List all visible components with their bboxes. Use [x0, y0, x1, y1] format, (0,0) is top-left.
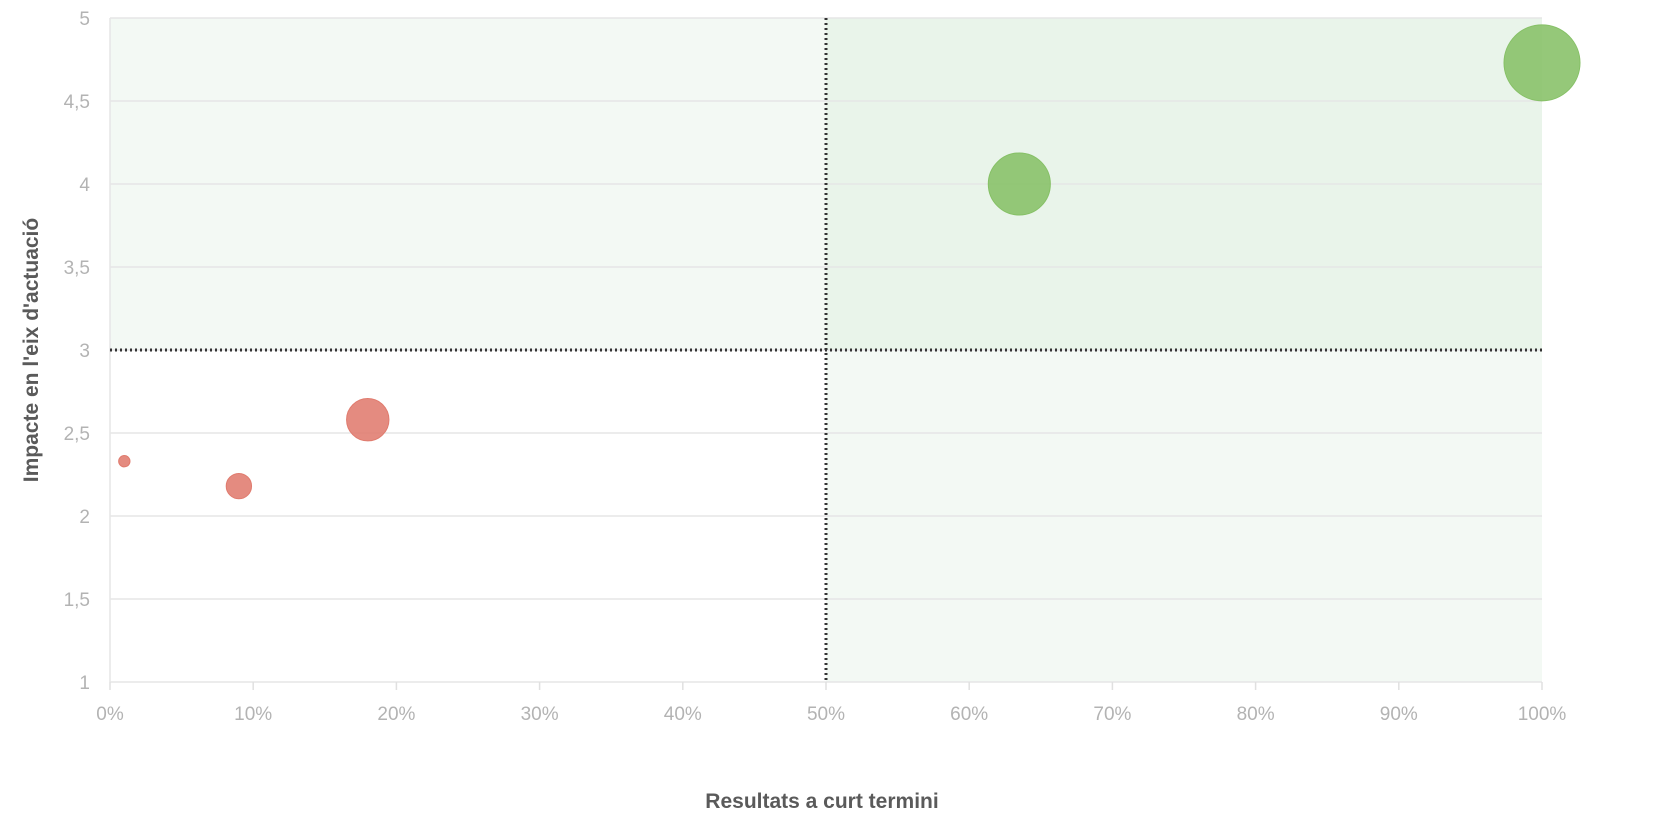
bubbles: [118, 24, 1581, 500]
bubble-2[interactable]: [346, 398, 390, 442]
y-tick-label-5: 3,5: [64, 258, 90, 279]
x-tick-labels: 0% 10% 20% 30% 40% 50% 60% 70% 80% 90% 100%: [96, 704, 1566, 725]
x-tick-label-5: 50%: [807, 704, 845, 725]
x-axis-title: Resultats a curt termini: [705, 790, 938, 813]
bubble-1[interactable]: [225, 472, 253, 500]
y-tick-label-4: 3: [79, 341, 90, 362]
x-tick-label-8: 80%: [1237, 704, 1275, 725]
y-tick-label-6: 4: [79, 175, 90, 196]
x-tick-label-1: 10%: [234, 704, 272, 725]
y-tick-label-0: 1: [79, 673, 90, 694]
x-tick-label-0: 0%: [96, 704, 124, 725]
x-tick-label-9: 90%: [1380, 704, 1418, 725]
x-tick-label-7: 70%: [1093, 704, 1131, 725]
y-axis-title: Impacte en l'eix d'actuació: [20, 218, 43, 482]
reference-lines: [110, 18, 1542, 682]
y-tick-labels: 1 1,5 2 2,5 3 3,5 4 4,5 5: [64, 9, 91, 694]
x-tick-label-10: 100%: [1518, 704, 1567, 725]
bubble-3[interactable]: [987, 152, 1051, 216]
x-tick-label-6: 60%: [950, 704, 988, 725]
x-tick-label-2: 20%: [377, 704, 415, 725]
y-tick-label-7: 4,5: [64, 92, 90, 113]
y-tick-label-8: 5: [79, 9, 90, 30]
y-tick-label-3: 2,5: [64, 424, 90, 445]
bubble-0[interactable]: [118, 455, 131, 468]
bubble-4[interactable]: [1503, 24, 1581, 102]
y-tick-label-1: 1,5: [64, 590, 90, 611]
x-tick-label-4: 40%: [664, 704, 702, 725]
x-tick-label-3: 30%: [521, 704, 559, 725]
y-tick-label-2: 2: [79, 507, 90, 528]
